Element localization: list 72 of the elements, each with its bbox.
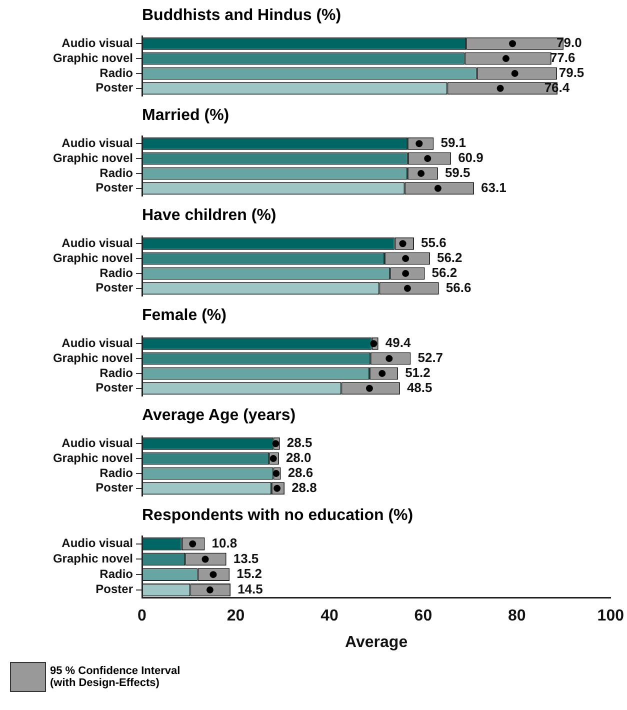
point — [434, 184, 442, 192]
y-tick-label: Graphic novel — [52, 150, 133, 165]
point — [210, 571, 217, 578]
data-label: 10.8 — [212, 535, 238, 550]
chart-title: Average Age (years) — [142, 406, 297, 426]
point — [202, 556, 209, 563]
data-label: 49.4 — [385, 335, 412, 350]
y-tick-label: Audio visual — [62, 236, 133, 250]
data-label: 51.2 — [405, 365, 430, 380]
y-tick-label: Radio — [100, 466, 133, 480]
data-label: 76.4 — [544, 80, 570, 95]
y-tick-label: Audio visual — [62, 36, 133, 50]
x-tick-label: 80 — [508, 608, 526, 625]
y-tick-label: Poster — [96, 280, 134, 295]
chart-title: Have children (%) — [142, 206, 278, 226]
y-tick-label: Poster — [96, 80, 134, 95]
data-label: 59.1 — [440, 135, 466, 150]
y-tick-label: Radio — [100, 266, 133, 280]
y-tick-label: Radio — [100, 566, 133, 581]
x-tick-label: 60 — [414, 608, 432, 625]
chart-title: Female (%) — [142, 306, 228, 326]
chart-title: Respondents with no education (%) — [142, 506, 414, 526]
point — [370, 340, 378, 348]
point — [206, 586, 214, 594]
y-tick-label: Graphic novel — [52, 350, 133, 365]
data-label: 59.5 — [444, 165, 470, 180]
y-tick-label: Poster — [96, 180, 134, 195]
x-tick-label: 40 — [320, 608, 338, 625]
y-tick-label: Graphic novel — [52, 50, 133, 65]
y-tick-label: Graphic novel — [52, 552, 133, 566]
data-label: 60.9 — [458, 150, 484, 166]
y-tick-label: Poster — [96, 380, 134, 395]
data-label: 79.5 — [558, 65, 584, 80]
point — [424, 155, 432, 162]
data-label: 48.5 — [406, 380, 432, 395]
data-label: 63.1 — [481, 180, 506, 195]
data-label: 13.5 — [233, 550, 259, 566]
chart-title: Married (%) — [142, 106, 230, 126]
data-label: 56.2 — [432, 265, 458, 280]
y-tick-label: Audio visual — [62, 336, 133, 350]
y-tick-label: Radio — [100, 66, 133, 80]
point — [366, 384, 373, 392]
y-tick-label: Poster — [96, 582, 134, 596]
data-label: 15.2 — [236, 566, 262, 582]
x-axis-title: Average — [345, 634, 408, 651]
y-tick-label: Radio — [100, 166, 133, 180]
chart-title: Buddhists and Hindus (%) — [142, 6, 342, 26]
data-label: 28.0 — [286, 450, 312, 466]
y-tick-label: Graphic novel — [52, 250, 133, 265]
x-tick-label: 0 — [138, 608, 147, 625]
point — [496, 84, 504, 92]
y-tick-label: Radio — [100, 366, 133, 380]
data-label: 52.7 — [418, 350, 444, 366]
y-tick-label: Graphic novel — [52, 450, 133, 465]
data-label: 28.5 — [286, 435, 312, 450]
data-label: 14.5 — [238, 582, 263, 597]
y-tick-label: Poster — [96, 480, 134, 495]
text: 95 % Confidence Interval (with Design-Effects) — [50, 665, 182, 689]
point — [502, 55, 510, 62]
data-label: 28.8 — [292, 480, 317, 495]
data-label: 56.2 — [436, 250, 462, 266]
data-label: 28.6 — [288, 465, 314, 480]
point — [509, 40, 516, 48]
y-tick-label: Audio visual — [62, 536, 133, 550]
point — [511, 70, 518, 77]
y-tick-label: Audio visual — [62, 436, 133, 450]
x-tick-label: 20 — [226, 608, 245, 625]
data-label: 55.6 — [421, 235, 446, 250]
data-label: 56.6 — [446, 280, 472, 295]
y-tick-label: Audio visual — [62, 136, 133, 150]
point — [386, 355, 393, 362]
x-tick-label: 100 — [597, 608, 624, 625]
